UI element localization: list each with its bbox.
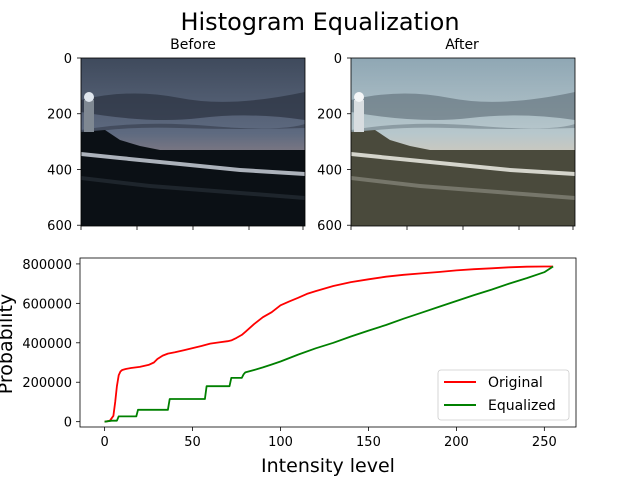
x-tick-label: 150 (356, 435, 381, 450)
before-ytick-label: 600 (47, 219, 72, 234)
after-ytick-label: 400 (317, 163, 342, 178)
before-ytick-label: 0 (64, 52, 72, 67)
x-tick-label: 200 (444, 435, 469, 450)
y-axis-label: Probability (0, 294, 17, 394)
y-tick-label: 0 (64, 416, 72, 431)
after-ytick-label: 0 (334, 52, 342, 67)
before-x-axis (80, 226, 304, 230)
after-ytick-label: 200 (317, 108, 342, 123)
figure-title: Histogram Equalization (180, 8, 459, 36)
chart-series (104, 265, 554, 423)
legend: Original Equalized (437, 369, 570, 421)
series-line-original (104, 265, 554, 423)
series-line-equalized (104, 265, 554, 423)
legend-label-original: Original (488, 375, 543, 391)
x-tick-label: 50 (184, 435, 201, 450)
y-tick-label: 200000 (22, 376, 72, 391)
x-axis-label: Intensity level (261, 455, 395, 477)
legend-label-equalized: Equalized (488, 398, 556, 414)
x-tick-label: 100 (268, 435, 293, 450)
cdf-chart: 0 200000 400000 600000 800000 0 50 100 150 200 25… (0, 257, 577, 477)
y-tick-label: 600000 (22, 297, 72, 312)
after-y-axis: 0 200 400 600 (317, 52, 351, 234)
after-x-axis (350, 226, 574, 230)
x-tick-label: 0 (100, 435, 108, 450)
y-tick-label: 400000 (22, 337, 72, 352)
before-ytick-label: 400 (47, 163, 72, 178)
before-title: Before (170, 37, 216, 53)
before-image (81, 58, 305, 226)
after-title: After (445, 37, 479, 53)
y-tick-label: 800000 (22, 258, 72, 273)
x-tick-label: 250 (532, 435, 557, 450)
after-image (351, 58, 575, 226)
chart-y-axis: 0 200000 400000 600000 800000 (22, 258, 80, 431)
after-panel: After 0 200 400 600 (317, 37, 576, 234)
before-ytick-label: 200 (47, 108, 72, 123)
before-y-axis: 0 200 400 600 (47, 52, 81, 234)
after-ytick-label: 600 (317, 219, 342, 234)
chart-x-axis: 0 50 100 150 200 250 (100, 427, 557, 450)
before-panel: Before 0 200 400 600 (47, 37, 306, 234)
